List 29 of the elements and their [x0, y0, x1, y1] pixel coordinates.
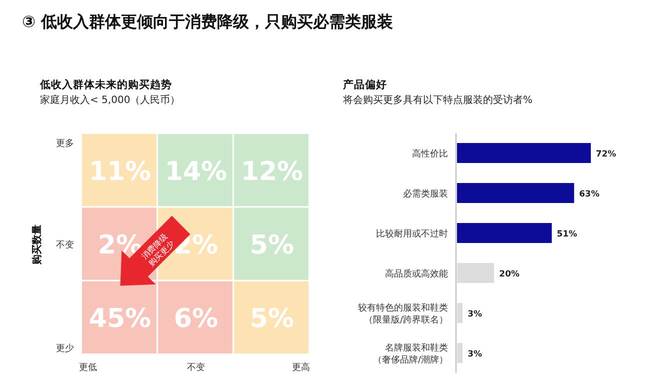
data-label: 63% [579, 190, 600, 200]
y-tick-label: 更少 [56, 343, 74, 354]
data-label: 51% [556, 230, 578, 240]
data-label: 6% [174, 304, 218, 334]
text: 产品偏好 [342, 78, 387, 91]
y-tick-label: 不变 [56, 240, 74, 250]
data-label: 3% [468, 350, 482, 360]
data-label: 11% [88, 156, 152, 187]
data-label: 5% [250, 304, 294, 334]
y-tick-label: 名牌服装和鞋类（奢侈品牌/潮牌） [372, 342, 448, 366]
text: ③ 低收入群体更倾向于消费降级，只购买必需类服装 [22, 12, 394, 31]
data-label: 45% [88, 304, 152, 334]
x-tick-label: 更低 [79, 362, 97, 373]
annotation: 消费降级 购买更少 [140, 232, 176, 268]
x-tick-label: 更高 [292, 362, 310, 373]
data-label: 3% [468, 310, 482, 320]
x-tick-label: 不变 [187, 362, 205, 373]
y-tick-label: 更多 [56, 138, 74, 149]
y-tick-label: 比较耐用或不过时 [376, 228, 448, 240]
chart-subtitle: 家庭月收入< 5,000（人民币） [40, 94, 180, 106]
y-tick-label: 必需类服装 [403, 188, 448, 200]
data-label: 72% [596, 150, 617, 160]
y-tick-label: 较有特色的服装和鞋类（限量版/跨界联名） [358, 302, 448, 326]
y-axis-title: 购买数量 [31, 224, 43, 266]
chart-title: 低收入群体未来的购买趋势 [39, 78, 172, 91]
chart-subtitle: 将会购买更多具有以下特点服装的受访者% [342, 94, 533, 106]
y-tick-label: 高性价比 [412, 148, 448, 160]
y-tick-label: 高品质或高效能 [385, 268, 448, 280]
data-label: 20% [499, 270, 520, 280]
